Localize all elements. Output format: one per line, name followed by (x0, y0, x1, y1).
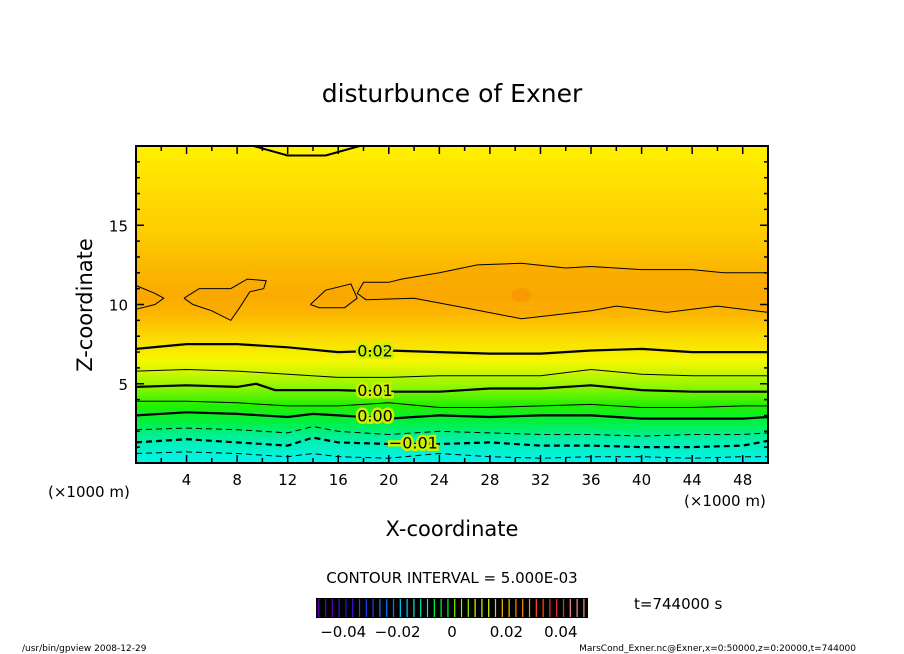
contour-fill-region (310, 283, 358, 308)
x-tick-label: 48 (733, 471, 752, 489)
x-tick-label: 36 (581, 471, 600, 489)
y-tick-label: 5 (118, 376, 128, 394)
contour-line (135, 343, 768, 355)
colorbar-tick-label: −0.02 (375, 623, 421, 641)
contour-label: 0.01 (357, 381, 393, 400)
x-tick-label: 40 (632, 471, 651, 489)
x-tick-label: 20 (379, 471, 398, 489)
contour-fill-region (357, 263, 768, 319)
contour-label: −0.01 (389, 433, 438, 452)
x-tick-label: 24 (430, 471, 449, 489)
colorbar-tick-label: −0.04 (320, 623, 366, 641)
time-label: t=744000 s (634, 595, 722, 613)
contour-line (135, 451, 768, 459)
x-tick-label: 4 (182, 471, 192, 489)
contour-line (135, 411, 769, 420)
footer-right: MarsCond_Exner.nc@Exner,x=0:50000,z=0:20… (579, 644, 856, 654)
contour-label: 0.02 (357, 341, 393, 360)
x-tick-label: 12 (278, 471, 297, 489)
contour-line (136, 400, 768, 408)
colorbar: −0.04 −0.02 0 0.02 0.04 (318, 599, 585, 641)
y-axis-label: Z-coordinate (73, 238, 97, 372)
x-tick-label: 44 (683, 471, 702, 489)
x-unit-label-right: (×1000 m) (684, 492, 766, 510)
colorbar-tick-label: 0.04 (544, 623, 577, 641)
colorbar-tick-label: 0 (447, 623, 457, 641)
max-region (511, 287, 532, 302)
x-unit-label-left: (×1000 m) (48, 483, 130, 501)
contour-fill-region (136, 285, 164, 310)
x-tick-label: 28 (480, 471, 499, 489)
x-axis-label: X-coordinate (386, 517, 519, 541)
contour-lines: 0.02 0.01 0.00 −0.01 (135, 145, 769, 459)
contour-line (135, 368, 768, 378)
closed-contour (356, 262, 769, 320)
closed-contour (135, 285, 165, 310)
y-tick-label: 15 (109, 217, 128, 235)
y-tick-label: 10 (109, 297, 128, 315)
contour-line (135, 425, 769, 437)
x-tick-label: 8 (232, 471, 242, 489)
contour-line (135, 436, 769, 449)
chart-title: disturbunce of Exner (322, 79, 583, 108)
colorbar-tick-label: 0.02 (490, 623, 523, 641)
x-tick-label: 16 (329, 471, 348, 489)
contour-fill-region (184, 279, 267, 321)
footer-left: /usr/bin/gpview 2008-12-29 (22, 644, 147, 654)
closed-contour (310, 283, 358, 309)
contour-label: 0.00 (357, 406, 393, 425)
contour-line (135, 382, 768, 393)
x-tick-label: 32 (531, 471, 550, 489)
closed-contour (253, 145, 360, 157)
closed-contour (183, 278, 267, 322)
colorbar-bg (316, 598, 588, 618)
contour-interval-label: CONTOUR INTERVAL = 5.000E-03 (326, 569, 577, 587)
